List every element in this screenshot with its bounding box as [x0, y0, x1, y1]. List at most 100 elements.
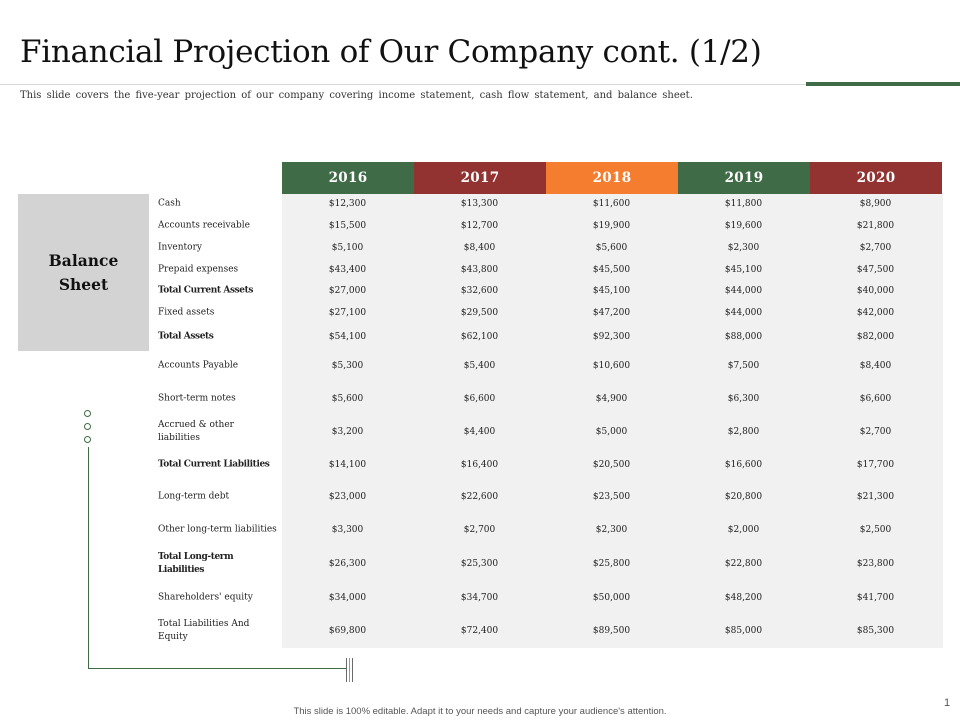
table-cell: $43,400: [328, 265, 367, 275]
table-cell: $6,600: [463, 394, 496, 404]
table-cell: $12,700: [460, 221, 499, 231]
table-cell: $23,800: [856, 559, 895, 569]
table-cell: $12,300: [328, 199, 367, 209]
table-cell: $5,100: [331, 243, 364, 253]
table-cell: $62,100: [460, 332, 499, 342]
table-cell: $15,500: [328, 221, 367, 231]
table-cell: $2,500: [859, 525, 892, 535]
table-cell: $11,800: [724, 199, 763, 209]
table-cell: $5,400: [463, 361, 496, 371]
table-cell: $92,300: [592, 332, 631, 342]
table-cell: $89,500: [592, 626, 631, 636]
table-cell: $85,000: [724, 626, 763, 636]
year-header-2019: 2019: [678, 162, 810, 194]
row-label: Shareholders' equity: [158, 592, 253, 603]
table-cell: $47,500: [856, 265, 895, 275]
table-cell: $44,000: [724, 308, 763, 318]
table-cell: $23,000: [328, 492, 367, 502]
table-cell: $34,000: [328, 593, 367, 603]
decor-circle-icon: [84, 410, 91, 417]
table-cell: $17,700: [856, 460, 895, 470]
row-label: Accounts receivable: [158, 220, 250, 231]
table-cell: $3,200: [331, 427, 364, 437]
row-label: Total Current Liabilities: [158, 459, 270, 470]
table-cell: $2,700: [859, 427, 892, 437]
table-cell: $4,400: [463, 427, 496, 437]
table-cell: $3,300: [331, 525, 364, 535]
table-cell: $14,100: [328, 460, 367, 470]
title-accent-bar: [806, 82, 960, 86]
table-cell: $32,600: [460, 286, 499, 296]
decor-vertical-line: [88, 447, 89, 668]
row-label: Accrued & other liabilities: [158, 420, 234, 443]
table-cell: $82,000: [856, 332, 895, 342]
page-number: 1: [944, 697, 951, 709]
table-cell: $2,800: [727, 427, 760, 437]
decor-circle-icon: [84, 436, 91, 443]
slide-title: Financial Projection of Our Company cont…: [20, 34, 762, 70]
balance-sheet-panel: Balance Sheet: [18, 194, 149, 351]
table-cell: $40,000: [856, 286, 895, 296]
table-cell: $11,600: [592, 199, 631, 209]
table-cell: $22,800: [724, 559, 763, 569]
table-cell: $16,600: [724, 460, 763, 470]
table-cell: $25,300: [460, 559, 499, 569]
year-header-2016: 2016: [282, 162, 414, 194]
table-cell: $21,300: [856, 492, 895, 502]
balance-sheet-label: Balance Sheet: [48, 250, 119, 294]
slide-footer: This slide is 100% editable. Adapt it to…: [293, 706, 667, 717]
table-cell: $2,300: [595, 525, 628, 535]
table-cell: $6,300: [727, 394, 760, 404]
table-cell: $43,800: [460, 265, 499, 275]
table-cell: $2,700: [463, 525, 496, 535]
table-cell: $29,500: [460, 308, 499, 318]
table-cell: $44,000: [724, 286, 763, 296]
table-cell: $22,600: [460, 492, 499, 502]
table-cell: $23,500: [592, 492, 631, 502]
table-cell: $5,000: [595, 427, 628, 437]
table-cell: $25,800: [592, 559, 631, 569]
row-label: Total Long-term Liabilities: [158, 552, 234, 575]
table-cell: $42,000: [856, 308, 895, 318]
table-cell: $7,500: [727, 361, 760, 371]
slide-subtitle: This slide covers the five-year projecti…: [20, 90, 693, 101]
row-label: Fixed assets: [158, 307, 215, 318]
table-cell: $41,700: [856, 593, 895, 603]
decor-tick-mark: [349, 658, 350, 682]
decor-tick-mark: [352, 658, 353, 682]
row-label: Short-term notes: [158, 393, 236, 404]
table-cell: $5,300: [331, 361, 364, 371]
year-header-2018: 2018: [546, 162, 678, 194]
table-cell: $85,300: [856, 626, 895, 636]
table-cell: $2,300: [727, 243, 760, 253]
table-cell: $45,100: [592, 286, 631, 296]
decor-horizontal-line: [88, 668, 346, 669]
row-label: Prepaid expenses: [158, 264, 239, 275]
row-label: Other long-term liabilities: [158, 524, 277, 535]
table-cell: $54,100: [328, 332, 367, 342]
row-label: Cash: [158, 198, 181, 209]
table-cell: $2,700: [859, 243, 892, 253]
table-cell: $48,200: [724, 593, 763, 603]
table-cell: $5,600: [331, 394, 364, 404]
table-cell: $21,800: [856, 221, 895, 231]
table-cell: $69,800: [328, 626, 367, 636]
projection-table-body: [282, 194, 943, 648]
table-cell: $8,400: [463, 243, 496, 253]
table-cell: $45,100: [724, 265, 763, 275]
table-cell: $50,000: [592, 593, 631, 603]
row-label: Inventory: [158, 242, 202, 253]
row-label: Long-term debt: [158, 491, 230, 502]
row-label: Total Current Assets: [158, 285, 254, 296]
row-label: Total Assets: [158, 331, 214, 342]
year-header-2020: 2020: [810, 162, 942, 194]
table-cell: $4,900: [595, 394, 628, 404]
table-cell: $20,500: [592, 460, 631, 470]
decor-circle-icon: [84, 423, 91, 430]
table-cell: $2,000: [727, 525, 760, 535]
table-cell: $20,800: [724, 492, 763, 502]
decor-tick-mark: [346, 658, 347, 682]
table-cell: $19,600: [724, 221, 763, 231]
table-cell: $72,400: [460, 626, 499, 636]
table-cell: $27,000: [328, 286, 367, 296]
